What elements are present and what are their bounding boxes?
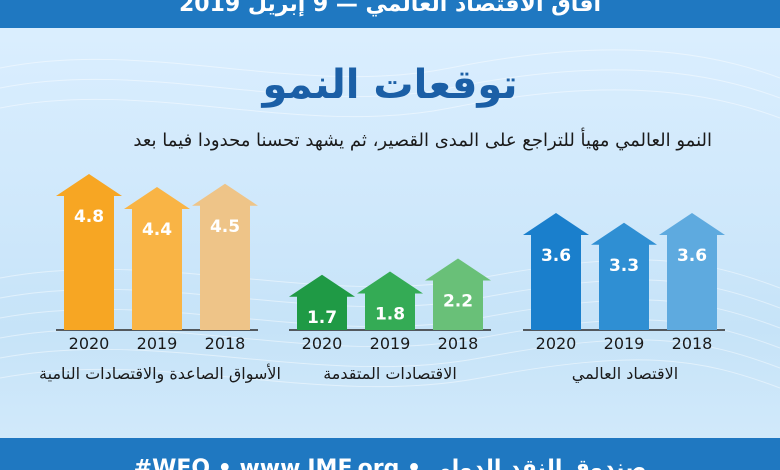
footer-text: #WEO • www.IMF.org • صندوق النقد الدولي xyxy=(133,456,647,470)
panel-label-emerging: الأسواق الصاعدة والاقتصادات النامية xyxy=(39,364,281,383)
value-label-advanced-2019: 1.8 xyxy=(375,305,405,325)
year-label-emerging-2018: 2018 xyxy=(205,334,246,353)
value-label-world-2020: 3.6 xyxy=(541,246,571,266)
bar-emerging-2020 xyxy=(56,174,122,330)
page-subtitle: النمو العالمي مهيأ للتراجع على المدى الق… xyxy=(133,130,712,151)
bar-advanced-2019 xyxy=(357,271,423,330)
value-label-emerging-2019: 4.4 xyxy=(142,220,172,240)
year-label-world-2018: 2018 xyxy=(672,334,713,353)
chart-panel-emerging: 4.8 2020 4.4 2019 4.5 2018 xyxy=(56,174,258,353)
chart-panel-advanced: 1.7 2020 1.8 2019 2.2 2018 xyxy=(289,258,491,353)
chart-panel-world: 3.6 2020 3.3 2019 3.6 2018 xyxy=(523,213,725,353)
value-label-world-2019: 3.3 xyxy=(609,256,639,276)
year-label-emerging-2019: 2019 xyxy=(137,334,178,353)
bar-advanced-2018 xyxy=(425,258,491,330)
bar-emerging-2018 xyxy=(192,183,258,330)
year-label-advanced-2019: 2019 xyxy=(370,334,411,353)
value-label-emerging-2020: 4.8 xyxy=(74,207,104,227)
footer-banner: #WEO • www.IMF.org • صندوق النقد الدولي xyxy=(0,438,780,470)
year-label-emerging-2020: 2020 xyxy=(69,334,110,353)
header-text: آفاق الاقتصاد العالمي — 9 إبريل 2019 xyxy=(178,0,602,17)
page-title: توقعات النمو xyxy=(262,62,518,108)
value-label-world-2018: 3.6 xyxy=(677,246,707,266)
value-label-advanced-2020: 1.7 xyxy=(307,308,337,328)
year-label-world-2020: 2020 xyxy=(536,334,577,353)
value-label-emerging-2018: 4.5 xyxy=(210,217,240,237)
bar-world-2019 xyxy=(591,222,657,330)
year-label-advanced-2020: 2020 xyxy=(302,334,343,353)
year-label-world-2019: 2019 xyxy=(604,334,645,353)
bar-world-2020 xyxy=(523,213,589,330)
bar-advanced-2020 xyxy=(289,274,355,330)
bar-world-2018 xyxy=(659,213,725,330)
panel-label-world: الاقتصاد العالمي xyxy=(571,364,679,383)
header-banner: آفاق الاقتصاد العالمي — 9 إبريل 2019 xyxy=(0,0,780,28)
value-label-advanced-2018: 2.2 xyxy=(443,292,473,312)
bar-emerging-2019 xyxy=(124,187,190,330)
year-label-advanced-2018: 2018 xyxy=(438,334,479,353)
panel-label-advanced: الاقتصادات المتقدمة xyxy=(323,364,457,383)
